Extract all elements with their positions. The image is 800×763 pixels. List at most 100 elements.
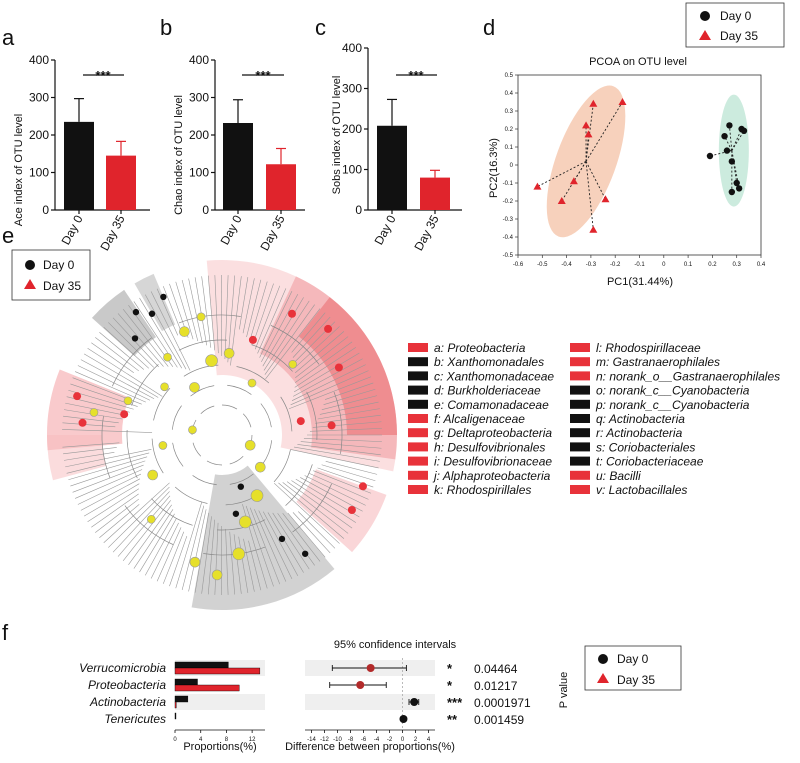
panel-c-bar-chart: c Sobs index of OTU level 0100200300400 …	[315, 15, 462, 253]
clade-legend-label: l: Rhodospirillaceae	[596, 341, 701, 355]
pd-xtick: -0.1	[634, 262, 645, 268]
pd-ytick: -0.3	[503, 217, 514, 223]
panel-f-xtick: 12	[249, 737, 256, 743]
pcoa-point-day35	[557, 197, 566, 204]
cladogram-node-day0	[301, 550, 309, 557]
pb-ytick: 0	[202, 203, 209, 217]
cladogram-node-day35	[358, 482, 367, 491]
cladogram-node	[223, 348, 235, 359]
cladogram-node-day0	[132, 308, 140, 316]
pcoa-point-day0	[728, 188, 736, 196]
panel-f-xtick: 8	[225, 737, 229, 743]
clade-legend-swatch	[570, 414, 590, 423]
panel-f-pvalue: 0.001459	[474, 713, 524, 727]
panel-f-bar-day0	[174, 661, 229, 669]
clade-legend-label: g: Deltaproteobacteria	[434, 426, 552, 440]
pd-ytick: 0.1	[505, 145, 514, 151]
bottom-legend-day35: Day 35	[617, 673, 655, 687]
panel-f-differential-abundance: f 95% confidence intervals Verrucomicrob…	[2, 620, 682, 753]
cladogram-node-day0	[148, 310, 156, 317]
cladogram-node	[250, 489, 264, 502]
pd-xtick: -0.2	[610, 262, 621, 268]
pc-ytick: 200	[342, 122, 362, 136]
clade-highlight	[47, 435, 107, 481]
pd-ytick: -0.5	[503, 253, 514, 259]
panel-b-label: b	[160, 15, 172, 40]
pcoa-point-day0	[740, 127, 748, 134]
clade-legend-swatch	[408, 371, 428, 381]
pd-ytick: 0.5	[505, 73, 514, 79]
clade-legend-label: a: Proteobacteria	[434, 341, 526, 355]
clade-legend-label: p: norank_c__Cyanobacteria	[595, 398, 750, 412]
panel-c-significance: ***	[408, 68, 424, 83]
clade-highlight	[298, 297, 397, 435]
cladogram-node	[160, 382, 169, 392]
pcoa-point-day0	[735, 185, 743, 192]
cladogram-node-day35	[296, 417, 305, 426]
cladogram-node-day35	[327, 421, 336, 430]
panel-c-ylabel: Sobs index of OTU level	[331, 76, 343, 195]
panel-f-pvalue: 0.01217	[474, 679, 518, 693]
pcoa-point-day35	[584, 130, 593, 138]
cladogram-node	[232, 547, 246, 561]
pcoa-point-day0	[723, 147, 731, 154]
cladogram-node-day0	[131, 335, 139, 342]
panel-f-pvalue-label: P value	[558, 672, 570, 709]
cladogram-node	[288, 359, 298, 369]
panel-f-bar-day0	[174, 712, 177, 720]
cladogram-node-day35	[73, 392, 82, 401]
cladogram-node	[196, 312, 206, 322]
panel-f-ci-xtick: -2	[387, 737, 393, 743]
day0-confidence-ellipse	[718, 94, 749, 207]
clade-legend-label: e: Comamonadaceae	[434, 398, 549, 412]
pc-ytick: 0	[355, 203, 362, 217]
panel-f-category: Verrucomicrobia	[79, 661, 166, 675]
panel-f-xlabel: Proportions(%)	[183, 741, 256, 753]
panel-f-ci-point	[366, 664, 375, 672]
legend-cladogram: Day 0 Day 35	[11, 249, 91, 301]
cladogram-node-day0	[278, 535, 286, 543]
pd-xtick: 0.1	[684, 262, 693, 268]
panel-c-label: c	[315, 15, 326, 40]
cladogram-node	[158, 441, 168, 450]
panel-f-ci-xtick: -4	[374, 737, 380, 743]
panel-f-bar-day35	[174, 701, 177, 709]
pd-xtick: 0.4	[757, 262, 766, 268]
panel-a-significance: ***	[95, 68, 111, 83]
cladogram-node-day0	[232, 510, 240, 517]
cladogram-node	[147, 469, 159, 481]
pb-ytick: 300	[189, 91, 209, 105]
pcoa-point-day35	[589, 99, 598, 107]
pb-ytick: 100	[189, 166, 209, 180]
clade-legend-swatch	[570, 485, 590, 494]
pa-ytick: 0	[42, 203, 49, 217]
cladogram-node	[238, 515, 252, 529]
clade-legend-swatch	[570, 399, 590, 409]
pc-ytick: 300	[342, 82, 362, 96]
panel-f-xtick: 4	[199, 737, 203, 743]
pcoa-point-day35	[569, 177, 578, 185]
clade-legend-swatch	[570, 442, 590, 452]
cladogram-node	[255, 461, 266, 473]
panel-f-bar-day35	[174, 684, 240, 692]
panel-f-bar-day35	[174, 667, 261, 675]
panel-f-category: Proteobacteria	[88, 678, 166, 692]
panel-f-ci-point	[356, 681, 365, 689]
clade-legend-swatch	[408, 485, 428, 494]
panel-f-xtick: 0	[173, 737, 177, 743]
panel-e-label: e	[2, 223, 14, 248]
clade-legend-label: u: Bacilli	[596, 469, 641, 483]
panel-f-pvalue: 0.0001971	[474, 696, 531, 710]
clade-legend-swatch	[570, 456, 590, 466]
clade-legend-label: d: Burkholderiaceae	[434, 384, 541, 398]
pcoa-point-day0	[721, 133, 728, 140]
cladogram-node-day0	[160, 293, 167, 301]
pc-bar-day0	[377, 125, 407, 210]
clade-legend-swatch	[570, 385, 590, 395]
panel-f-significance: *	[447, 678, 453, 693]
cladogram-node	[247, 378, 257, 388]
panel-b-bar-chart: b Chao index of OTU level 0100200300400 …	[160, 15, 305, 253]
pd-xtick: 0.2	[708, 262, 717, 268]
